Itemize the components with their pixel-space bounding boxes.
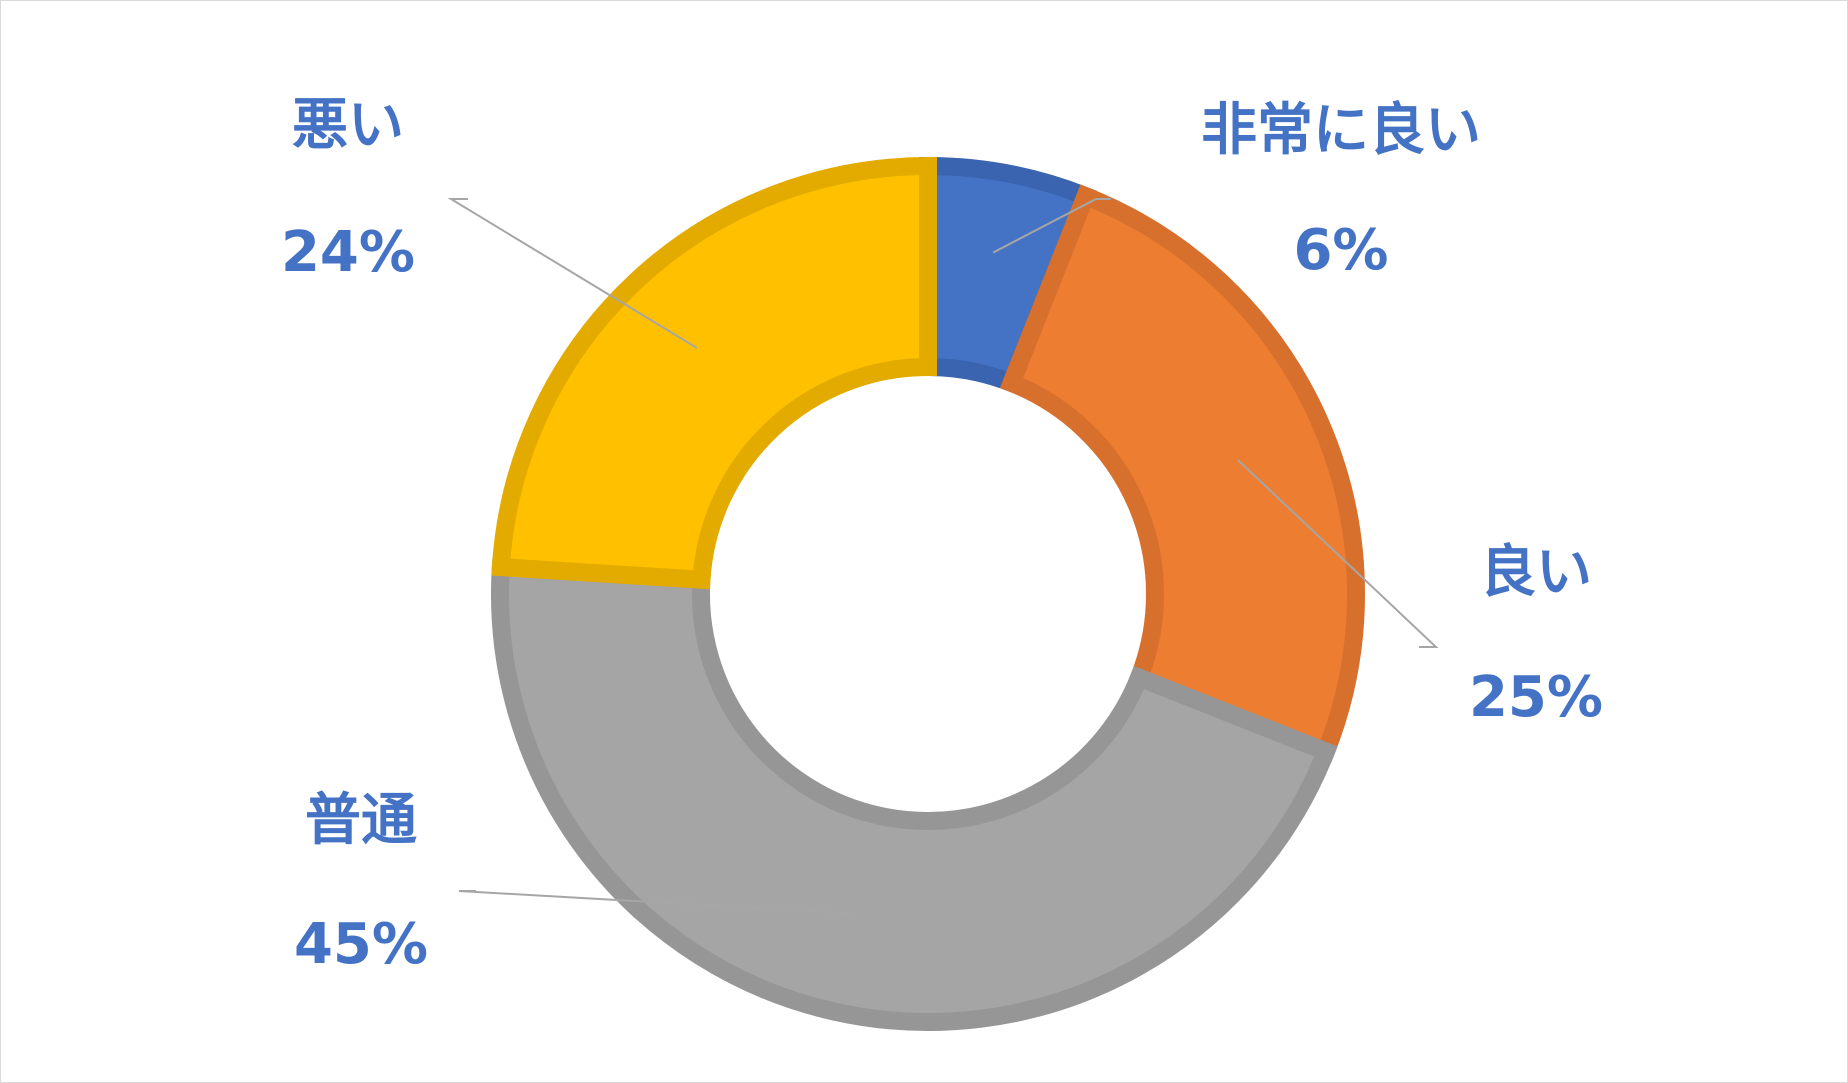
labels-layer: 非常に良い 6% 良い 25% 普通 45% 悪い 24% <box>281 93 1603 977</box>
leader-line-3 <box>458 890 857 915</box>
percent-label-3: 45% <box>294 912 428 977</box>
leader-line-1 <box>992 198 1111 254</box>
leader-lines-layer <box>447 198 1439 915</box>
slice-2 <box>999 184 1365 764</box>
leader-line-4 <box>447 198 698 349</box>
leader-line-2 <box>1237 459 1439 648</box>
category-label-1: 非常に良い <box>1201 98 1481 163</box>
slice-3 <box>491 557 1338 1031</box>
category-label-2: 良い <box>1480 540 1592 605</box>
percent-label-1: 6% <box>1293 218 1388 283</box>
category-label-4: 悪い <box>292 93 404 158</box>
percent-label-4: 24% <box>281 220 415 285</box>
category-label-3: 普通 <box>305 788 417 853</box>
slices-layer <box>491 156 1365 1031</box>
percent-label-2: 25% <box>1469 665 1603 730</box>
slice-4 <box>491 156 937 590</box>
